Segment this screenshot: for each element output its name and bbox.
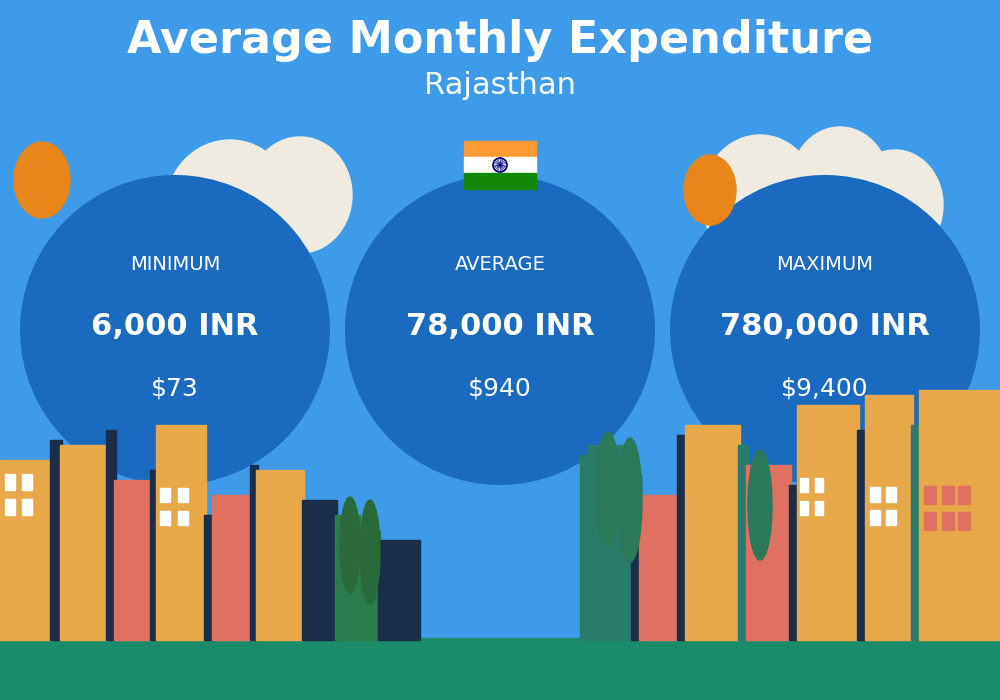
Bar <box>911 425 921 640</box>
Ellipse shape <box>702 135 818 265</box>
Bar <box>738 445 748 640</box>
Bar <box>865 395 913 640</box>
Bar <box>924 512 936 530</box>
Bar <box>204 515 214 640</box>
Ellipse shape <box>20 175 330 485</box>
Bar <box>942 486 954 504</box>
Text: 6,000 INR: 6,000 INR <box>91 312 259 342</box>
Bar <box>464 141 536 157</box>
Bar <box>0 638 1000 700</box>
Ellipse shape <box>340 497 360 593</box>
Bar <box>22 474 32 490</box>
Ellipse shape <box>847 150 943 260</box>
Bar <box>114 480 152 640</box>
Bar <box>958 512 970 530</box>
Bar <box>156 425 206 640</box>
Bar <box>464 157 536 173</box>
Bar <box>256 470 304 640</box>
Bar <box>789 485 799 640</box>
Ellipse shape <box>248 137 352 253</box>
Bar <box>580 455 590 640</box>
Bar <box>924 486 936 504</box>
Bar <box>160 488 170 502</box>
Bar <box>886 487 896 502</box>
Bar <box>60 445 108 640</box>
Bar <box>5 474 15 490</box>
Bar <box>886 510 896 525</box>
Text: MINIMUM: MINIMUM <box>130 256 220 274</box>
Bar <box>358 530 380 640</box>
Bar <box>797 405 859 640</box>
Ellipse shape <box>748 450 772 560</box>
Bar <box>50 440 62 640</box>
Ellipse shape <box>596 432 620 548</box>
Ellipse shape <box>360 500 380 604</box>
Ellipse shape <box>165 140 295 280</box>
Bar <box>178 488 188 502</box>
Bar <box>685 425 740 640</box>
Bar <box>919 390 1000 640</box>
Ellipse shape <box>670 175 980 485</box>
Ellipse shape <box>345 175 655 485</box>
Bar <box>942 512 954 530</box>
Text: Rajasthan: Rajasthan <box>424 71 576 99</box>
Bar <box>22 499 32 515</box>
Text: 780,000 INR: 780,000 INR <box>720 312 930 342</box>
Bar <box>0 460 52 640</box>
Ellipse shape <box>684 155 736 225</box>
Bar <box>178 511 188 525</box>
Bar <box>5 499 15 515</box>
Ellipse shape <box>618 438 642 562</box>
Text: $73: $73 <box>151 377 199 401</box>
Bar <box>800 478 808 492</box>
Bar <box>335 515 360 640</box>
Bar <box>150 470 158 640</box>
Bar <box>815 478 823 492</box>
Text: $940: $940 <box>468 377 532 401</box>
Text: $9,400: $9,400 <box>781 377 869 401</box>
Bar <box>302 500 337 640</box>
Bar <box>958 486 970 504</box>
Ellipse shape <box>14 142 70 218</box>
Text: MAXIMUM: MAXIMUM <box>776 256 874 274</box>
Bar <box>870 510 880 525</box>
Bar <box>815 501 823 515</box>
Text: 78,000 INR: 78,000 INR <box>406 312 594 342</box>
Text: Average Monthly Expenditure: Average Monthly Expenditure <box>127 18 873 62</box>
Bar <box>857 430 867 640</box>
Bar <box>464 173 536 189</box>
Bar <box>160 511 170 525</box>
Bar <box>631 475 641 640</box>
Bar <box>746 465 791 640</box>
Bar <box>639 495 679 640</box>
Bar <box>800 501 808 515</box>
Bar <box>250 465 258 640</box>
Bar <box>106 430 116 640</box>
Text: AVERAGE: AVERAGE <box>455 256 545 274</box>
Bar <box>677 435 687 640</box>
Ellipse shape <box>790 127 890 243</box>
Bar <box>212 495 252 640</box>
Bar <box>588 445 633 640</box>
Bar <box>870 487 880 502</box>
Bar <box>378 540 420 640</box>
